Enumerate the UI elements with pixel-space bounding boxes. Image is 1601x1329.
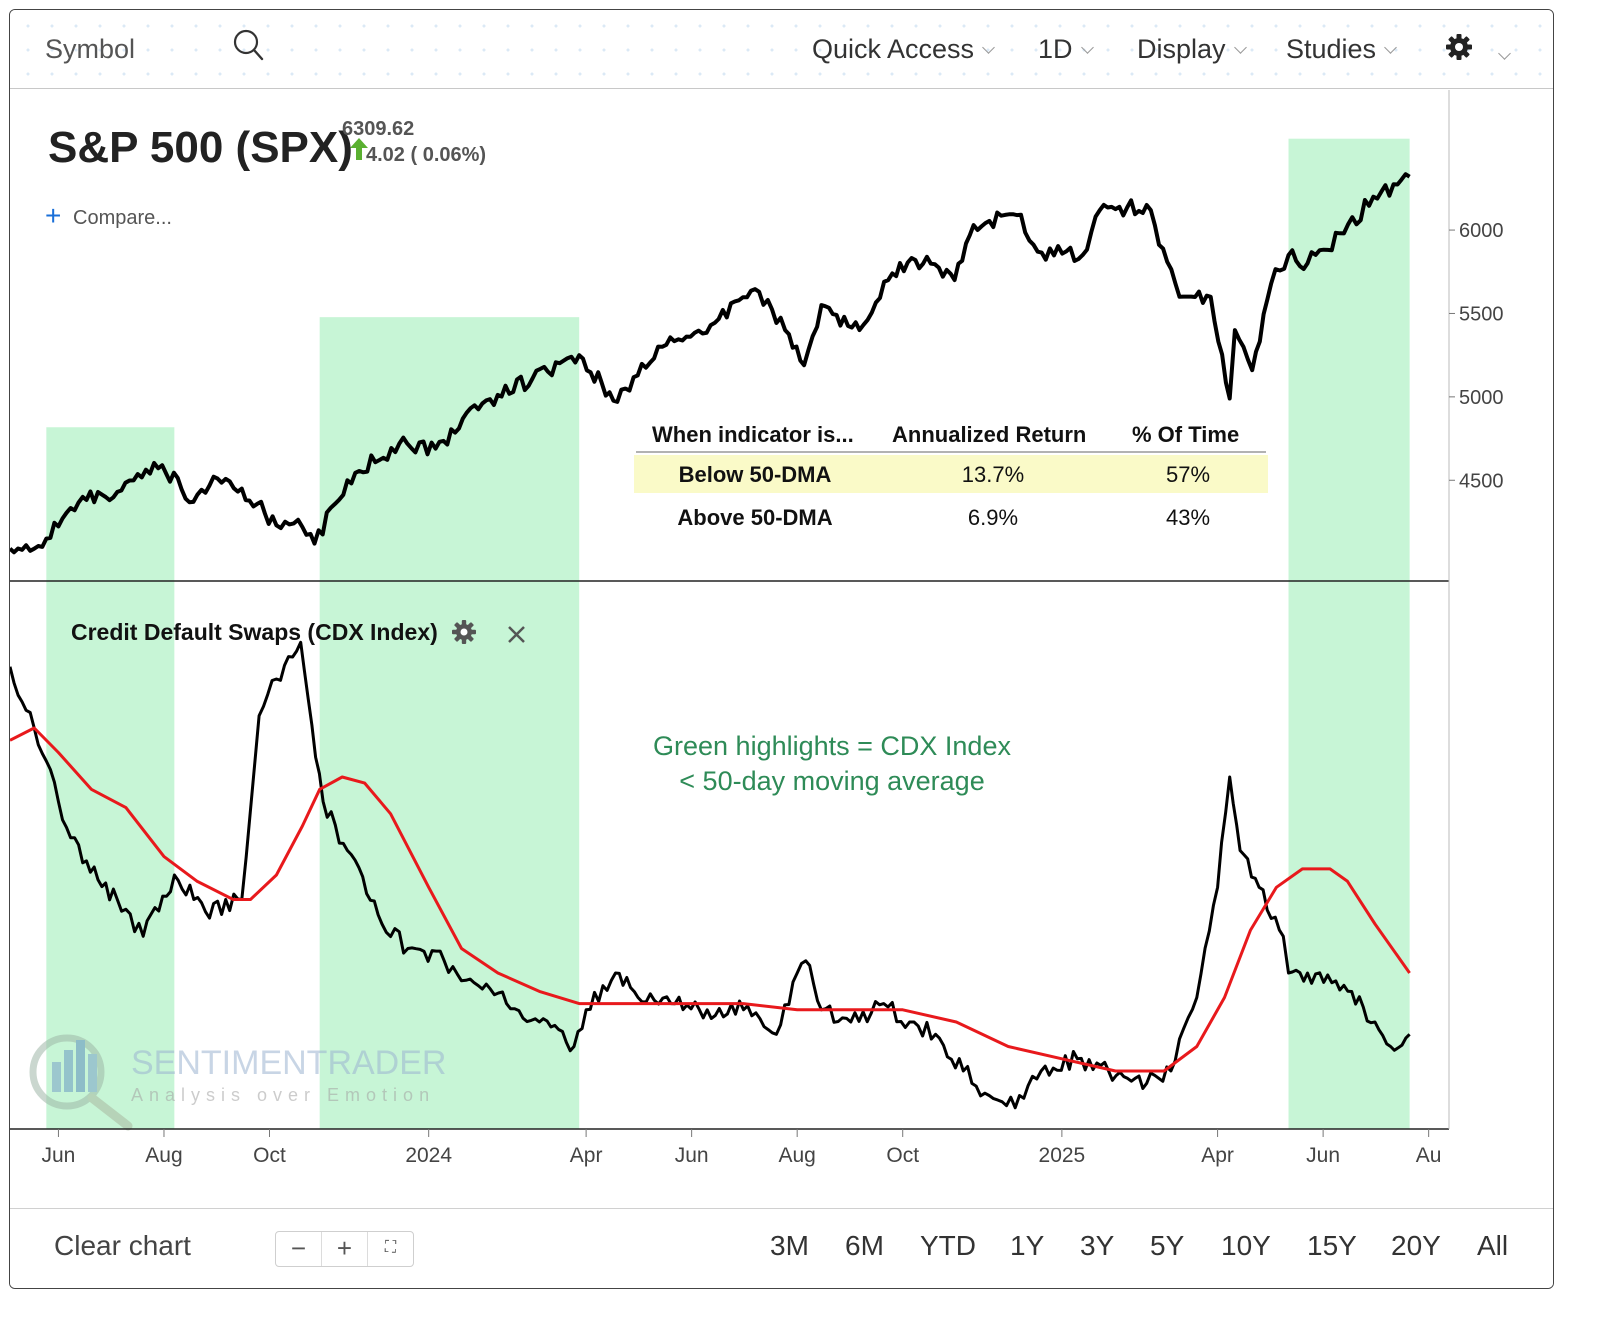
x-tick-label: Jun xyxy=(1306,1144,1340,1167)
range-button-10y[interactable]: 10Y xyxy=(1221,1230,1271,1261)
table-header: When indicator is... xyxy=(652,422,854,447)
y-tick-label: 5500 xyxy=(1459,303,1504,325)
range-button-3y[interactable]: 3Y xyxy=(1080,1230,1115,1261)
range-button-1y[interactable]: 1Y xyxy=(1010,1230,1045,1261)
studies-menu[interactable]: Studies xyxy=(1286,32,1397,66)
last-price: 6309.62 xyxy=(342,118,414,140)
chevron-down-icon xyxy=(1233,41,1247,54)
chart-area[interactable]: SENTIMENTRADER Analysis over Emotion 450… xyxy=(10,90,1553,1208)
display-menu[interactable]: Display xyxy=(1137,32,1247,66)
y-tick-label: 4500 xyxy=(1459,470,1504,492)
table-cell: 13.7% xyxy=(962,462,1024,487)
range-button-ytd[interactable]: YTD xyxy=(920,1230,976,1261)
x-tick-label: Au xyxy=(1416,1144,1442,1167)
sentimentrader-watermark: SENTIMENTRADER Analysis over Emotion xyxy=(29,1034,446,1131)
watermark-tagline: Analysis over Emotion xyxy=(131,1085,435,1105)
gear-icon xyxy=(1446,34,1472,60)
symbol-input[interactable]: Symbol xyxy=(45,34,136,64)
zoom-controls: − + ⛶ xyxy=(275,1231,414,1267)
table-cell: 6.9% xyxy=(968,505,1018,530)
highlight-band-lower xyxy=(319,581,580,1129)
chevron-down-icon xyxy=(982,41,995,54)
chevron-down-icon xyxy=(1080,41,1094,54)
x-tick-label: Jun xyxy=(42,1144,76,1167)
annotation-line1: Green highlights = CDX Index xyxy=(653,731,1011,761)
table-header: % Of Time xyxy=(1132,422,1239,447)
up-arrow-icon xyxy=(350,138,368,160)
x-tick-label: Aug xyxy=(778,1144,815,1167)
x-tick-label: 2025 xyxy=(1039,1144,1086,1167)
annotation-line2: < 50-day moving average xyxy=(679,766,984,796)
range-button-5y[interactable]: 5Y xyxy=(1150,1230,1185,1261)
table-header: Annualized Return xyxy=(892,422,1086,447)
chevron-down-icon xyxy=(1497,47,1511,60)
interval-menu[interactable]: 1D xyxy=(1038,32,1094,66)
clear-chart-button[interactable]: Clear chart xyxy=(54,1230,191,1261)
table-cell: Above 50-DMA xyxy=(677,505,832,530)
highlight-band-upper xyxy=(46,427,175,581)
highlight-band-lower xyxy=(1288,581,1410,1129)
x-tick-label: Aug xyxy=(145,1144,182,1167)
price-change: 4.02 ( 0.06%) xyxy=(366,144,486,166)
lower-panel-title: Credit Default Swaps (CDX Index) xyxy=(71,619,438,645)
spx-price-line xyxy=(10,172,1411,555)
study-settings-icon[interactable] xyxy=(452,620,476,644)
plus-icon: + xyxy=(45,200,61,231)
x-tick-label: 2024 xyxy=(405,1144,452,1167)
close-study-icon[interactable] xyxy=(508,626,525,643)
studies-label: Studies xyxy=(1286,34,1377,64)
x-tick-label: Jun xyxy=(675,1144,709,1167)
watermark-brand: SENTIMENTRADER xyxy=(131,1044,446,1082)
stats-table: When indicator is... Annualized Return %… xyxy=(634,422,1268,530)
table-cell: 57% xyxy=(1166,462,1210,487)
search-icon[interactable] xyxy=(232,28,266,72)
expand-icon: ⛶ xyxy=(384,1239,397,1256)
interval-label: 1D xyxy=(1038,34,1073,64)
quick-access-menu[interactable]: Quick Access xyxy=(812,32,995,66)
table-row-highlight xyxy=(634,455,1268,493)
zoom-out-button[interactable]: − xyxy=(276,1232,322,1266)
settings-menu[interactable] xyxy=(1444,30,1511,72)
compare-button[interactable]: + Compare... xyxy=(45,200,172,231)
x-tick-label: Apr xyxy=(1201,1144,1234,1167)
y-axis: 4500 5000 5500 6000 xyxy=(1449,220,1504,492)
table-cell: 43% xyxy=(1166,505,1210,530)
quick-access-label: Quick Access xyxy=(812,34,975,64)
range-button-15y[interactable]: 15Y xyxy=(1307,1230,1357,1261)
cdx-index-line xyxy=(10,640,1411,1110)
toolbar: Symbol Quick Access 1D Display Studies xyxy=(10,10,1553,89)
x-tick-label: Oct xyxy=(886,1144,919,1167)
highlight-band-upper xyxy=(1288,138,1410,581)
display-label: Display xyxy=(1137,34,1226,64)
x-tick-label: Apr xyxy=(570,1144,603,1167)
chevron-down-icon xyxy=(1384,41,1397,54)
table-cell: Below 50-DMA xyxy=(679,462,832,487)
compare-label: Compare... xyxy=(73,207,172,229)
range-button-6m[interactable]: 6M xyxy=(845,1230,884,1261)
bottom-toolbar: Clear chart − + ⛶ 3M 6M YTD 1Y 3Y 5Y 10Y… xyxy=(10,1208,1553,1288)
x-tick-label: Oct xyxy=(253,1144,286,1167)
highlight-band-upper xyxy=(319,317,580,581)
range-button-20y[interactable]: 20Y xyxy=(1391,1230,1441,1261)
range-button-3m[interactable]: 3M xyxy=(770,1230,809,1261)
zoom-in-button[interactable]: + xyxy=(322,1232,368,1266)
x-axis: Jun Aug Oct 2024 Apr Jun Aug Oct 2025 Apr Jun Au xyxy=(42,1129,1442,1167)
y-tick-label: 5000 xyxy=(1459,387,1504,409)
y-tick-label: 6000 xyxy=(1459,220,1504,242)
range-button-all[interactable]: All xyxy=(1477,1230,1509,1261)
chart-frame: Symbol Quick Access 1D Display Studies S… xyxy=(9,9,1554,1289)
cdx-50dma-line xyxy=(10,726,1411,1073)
page-title: S&P 500 (SPX) xyxy=(48,123,353,172)
fullscreen-button[interactable]: ⛶ xyxy=(368,1232,413,1266)
